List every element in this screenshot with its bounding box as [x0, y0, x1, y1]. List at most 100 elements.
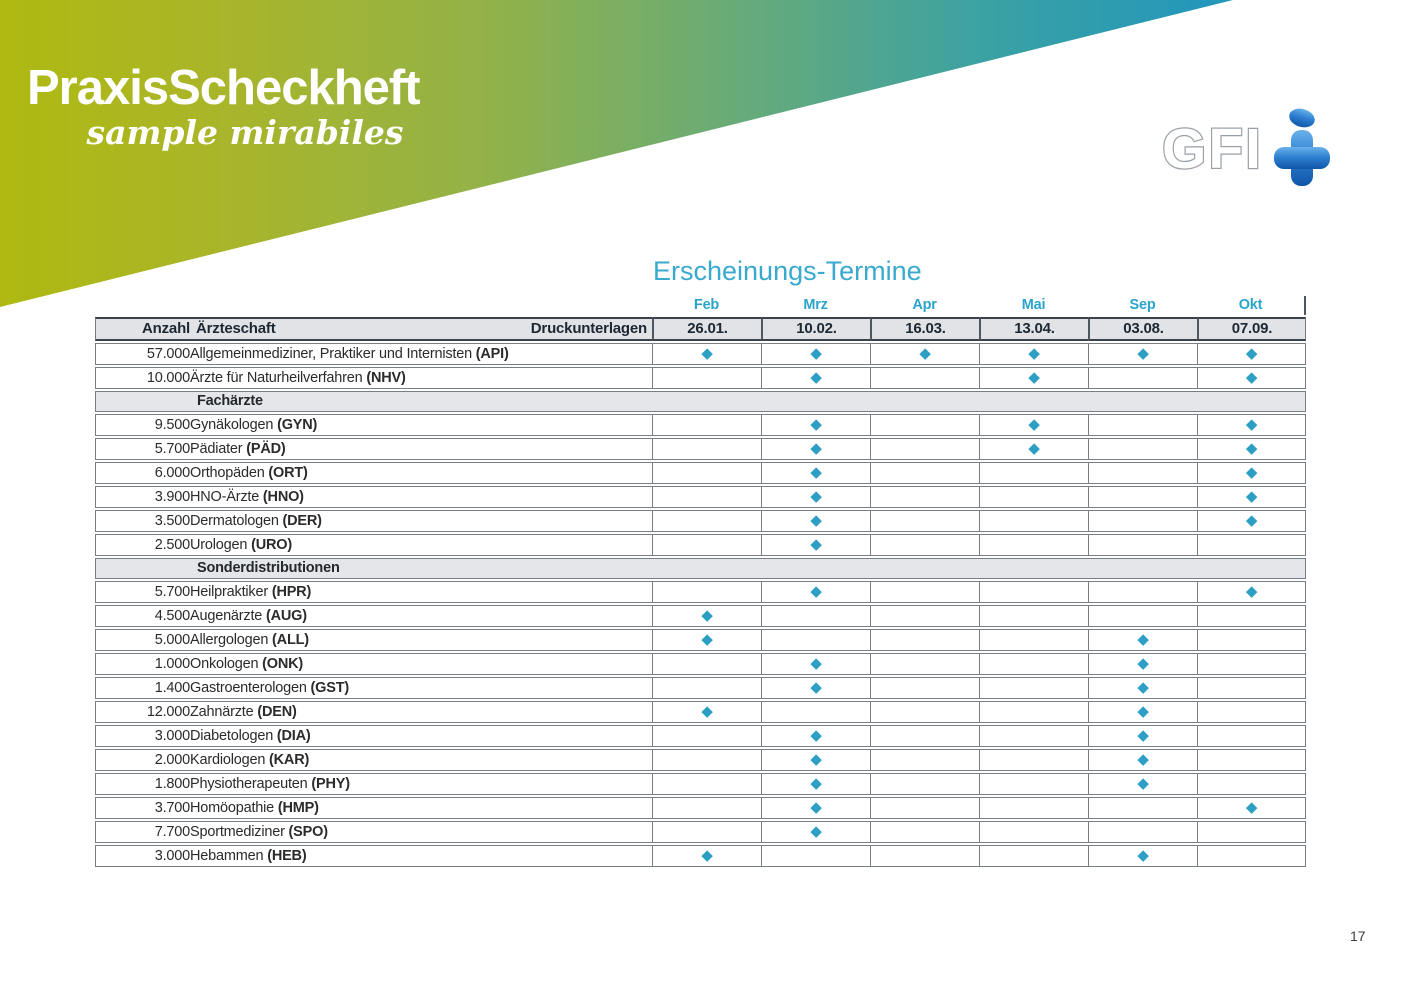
- schedule-cell: [1088, 438, 1197, 460]
- anzahl-cell: 3.500: [95, 510, 190, 532]
- schedule-cell: ◆: [761, 534, 870, 556]
- schedule-cell: ◆: [761, 414, 870, 436]
- diamond-icon: ◆: [1137, 774, 1149, 792]
- anzahl-cell: 1.000: [95, 653, 190, 675]
- schedule-cell: [652, 414, 761, 436]
- row-abbr: (HPR): [271, 583, 312, 600]
- date-header: 16.03.: [870, 317, 979, 341]
- month-label-feb: Feb: [693, 297, 720, 313]
- label-cell: Urologen (URO): [190, 534, 652, 556]
- label-cell: Gynäkologen (GYN): [190, 414, 652, 436]
- schedule-cell: [652, 486, 761, 508]
- anzahl-cell: 5.000: [95, 629, 190, 651]
- label-cell: Pädiater (PÄD): [190, 438, 652, 460]
- month-label-mai: Mai: [1021, 297, 1046, 313]
- schedule-cell: ◆: [979, 438, 1088, 460]
- anzahl-cell: 5.700: [95, 581, 190, 603]
- row-label: Sportmediziner: [190, 823, 289, 840]
- row-label: Dermatologen: [190, 512, 283, 529]
- table-title: Erscheinungs-Termine: [653, 256, 922, 286]
- diamond-icon: ◆: [1137, 702, 1149, 720]
- table-row: 7.700 Sportmediziner (SPO) ◆: [95, 821, 1306, 843]
- druckunterlagen-header: Druckunterlagen: [530, 320, 647, 337]
- diamond-icon: ◆: [1137, 344, 1149, 362]
- anzahl-cell: 3.900: [95, 486, 190, 508]
- section-label: Fachärzte: [95, 391, 1306, 412]
- row-abbr: (AUG): [266, 607, 307, 624]
- schedule-cell: [870, 749, 979, 771]
- schedule-cell: ◆: [761, 725, 870, 747]
- diamond-icon: ◆: [1245, 582, 1258, 600]
- schedule-cell: [870, 653, 979, 675]
- diamond-icon: ◆: [1245, 463, 1258, 481]
- row-label: Onkologen: [190, 655, 263, 672]
- schedule-cell: ◆: [652, 343, 761, 365]
- schedule-cell: [870, 725, 979, 747]
- row-abbr: (GYN): [277, 416, 318, 433]
- diamond-icon: ◆: [1245, 798, 1258, 816]
- brand-title: PraxisScheckheft: [27, 61, 421, 115]
- diamond-icon: ◆: [1028, 344, 1040, 362]
- row-label: Orthopäden: [190, 464, 269, 481]
- row-abbr: (DIA): [276, 727, 311, 744]
- anzahl-cell: 3.000: [95, 725, 190, 747]
- schedule-cell: ◆: [1088, 653, 1197, 675]
- schedule-cell: ◆: [761, 581, 870, 603]
- diamond-icon: ◆: [1028, 368, 1040, 386]
- diamond-icon: ◆: [810, 822, 822, 840]
- diamond-icon: ◆: [1245, 415, 1258, 433]
- date-header: 13.04.: [979, 317, 1088, 341]
- table-row: 6.000 Orthopäden (ORT) ◆ ◆: [95, 462, 1306, 484]
- schedule-cell: ◆: [761, 653, 870, 675]
- anzahl-cell: 1.800: [95, 773, 190, 795]
- schedule-cell: [1088, 534, 1197, 556]
- schedule-cell: ◆: [761, 486, 870, 508]
- diamond-icon: ◆: [810, 511, 822, 529]
- table-row: 2.000 Kardiologen (KAR) ◆ ◆: [95, 749, 1306, 771]
- table-row: 5.700 Heilpraktiker (HPR) ◆ ◆: [95, 581, 1306, 603]
- month-header-row: Feb Mrz Apr Mai Sep Okt: [95, 296, 1306, 315]
- diamond-icon: ◆: [810, 774, 822, 792]
- row-label: Diabetologen: [190, 727, 277, 744]
- row-abbr: (API): [475, 345, 509, 362]
- anzahl-cell: 12.000: [95, 701, 190, 723]
- section-row: Fachärzte: [95, 391, 1306, 412]
- diamond-icon: ◆: [810, 535, 822, 553]
- schedule-cell: [761, 701, 870, 723]
- table-row: 3.000 Hebammen (HEB) ◆ ◆: [95, 845, 1306, 867]
- schedule-cell: [870, 845, 979, 867]
- row-abbr: (PÄD): [246, 440, 286, 457]
- schedule-cell: ◆: [1197, 510, 1306, 532]
- schedule-cell: ◆: [761, 749, 870, 771]
- schedule-cell: [870, 581, 979, 603]
- diamond-icon: ◆: [701, 702, 713, 720]
- table-row: 4.500 Augenärzte (AUG) ◆: [95, 605, 1306, 627]
- schedule-cell: [652, 367, 761, 389]
- diamond-icon: ◆: [810, 344, 822, 362]
- schedule-cell: ◆: [1088, 725, 1197, 747]
- row-abbr: (KAR): [269, 751, 310, 768]
- schedule-cell: [652, 534, 761, 556]
- schedule-cell: [870, 367, 979, 389]
- schedule-cell: [1088, 486, 1197, 508]
- label-cell: Dermatologen (DER): [190, 510, 652, 532]
- schedule-cell: [979, 797, 1088, 819]
- row-abbr: (DEN): [257, 703, 297, 720]
- schedule-cell: [1197, 725, 1306, 747]
- aerzteschaft-header: Ärzteschaft: [196, 320, 276, 337]
- table-row: 3.700 Homöopathie (HMP) ◆ ◆: [95, 797, 1306, 819]
- schedule-cell: [870, 438, 979, 460]
- anzahl-cell: 7.700: [95, 821, 190, 843]
- table-row: 9.500 Gynäkologen (GYN) ◆ ◆ ◆: [95, 414, 1306, 436]
- schedule-cell: [1197, 534, 1306, 556]
- table-row: 3.000 Diabetologen (DIA) ◆ ◆: [95, 725, 1306, 747]
- anzahl-cell: 2.500: [95, 534, 190, 556]
- row-abbr: (URO): [251, 536, 292, 553]
- label-cell: Allergologen (ALL): [190, 629, 652, 651]
- table-row: 3.900 HNO-Ärzte (HNO) ◆ ◆: [95, 486, 1306, 508]
- row-abbr: (PHY): [311, 775, 350, 792]
- row-label: Pädiater: [190, 440, 247, 457]
- schedule-cell: ◆: [1197, 462, 1306, 484]
- row-label: Heilpraktiker: [190, 583, 272, 600]
- diamond-icon: ◆: [1245, 368, 1258, 386]
